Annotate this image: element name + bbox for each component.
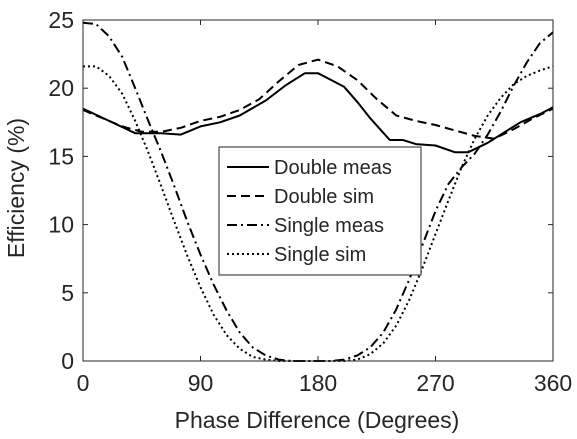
y-axis-ticks: 0 5 10 15 20 25 bbox=[48, 7, 553, 374]
y-axis-label: Efficiency (%) bbox=[3, 118, 29, 258]
x-tick-label: 90 bbox=[188, 370, 214, 396]
y-tick-label: 0 bbox=[61, 348, 74, 374]
x-tick-label: 360 bbox=[534, 370, 572, 396]
x-axis-ticks: 0 90 180 270 360 bbox=[77, 20, 572, 396]
x-axis-label: Phase Difference (Degrees) bbox=[175, 407, 460, 433]
plot-area bbox=[82, 19, 554, 362]
y-tick-label: 10 bbox=[48, 212, 74, 238]
y-tick-label: 5 bbox=[61, 280, 74, 306]
series-line-1 bbox=[82, 72, 554, 154]
series-line-2 bbox=[82, 58, 554, 140]
legend-label: Single meas bbox=[274, 215, 384, 237]
x-tick-label: 180 bbox=[299, 370, 337, 396]
y-tick-label: 15 bbox=[48, 143, 74, 169]
legend-label: Single sim bbox=[274, 244, 366, 266]
series-line-4 bbox=[83, 65, 554, 362]
y-tick-label: 25 bbox=[48, 7, 74, 33]
legend: Double meas Double sim Single meas Single s… bbox=[218, 146, 422, 276]
x-tick-label: 0 bbox=[77, 370, 90, 396]
x-tick-label: 270 bbox=[416, 370, 454, 396]
y-tick-label: 20 bbox=[48, 75, 74, 101]
legend-label: Double meas bbox=[274, 157, 392, 179]
legend-label: Double sim bbox=[274, 186, 374, 208]
